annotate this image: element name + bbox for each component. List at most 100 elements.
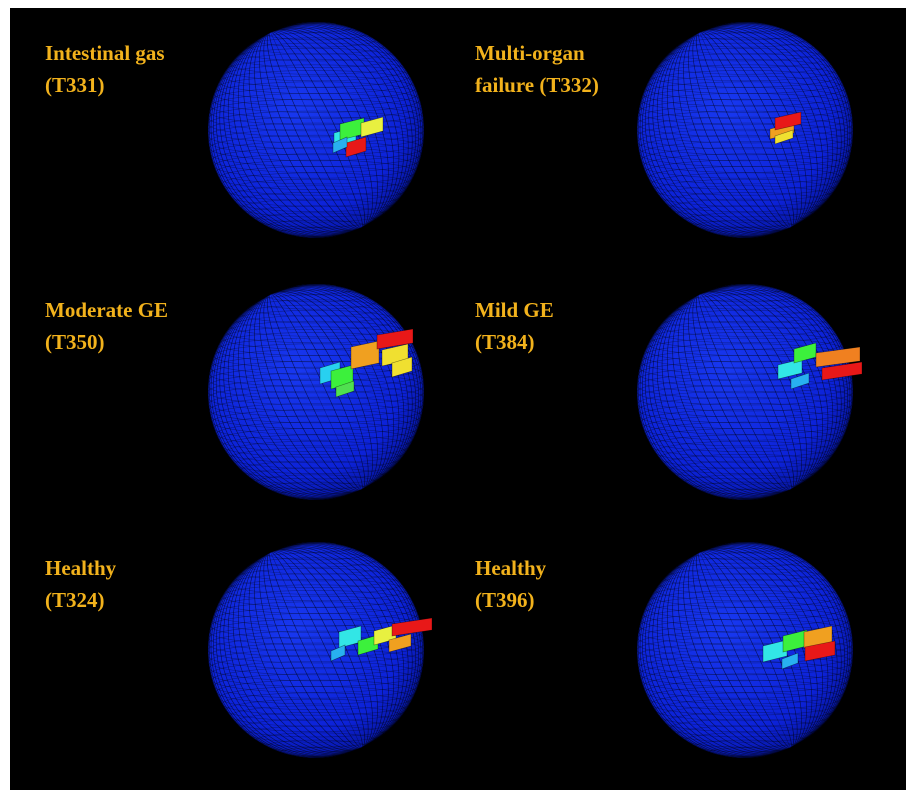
latitude	[208, 384, 424, 412]
meridian	[642, 542, 848, 758]
meridian	[683, 549, 807, 751]
meridian	[639, 542, 851, 758]
latitude	[637, 378, 853, 406]
meridian	[248, 549, 384, 751]
block	[335, 380, 355, 398]
meridian	[692, 551, 798, 749]
meridian	[692, 551, 798, 749]
meridian	[237, 547, 395, 753]
meridian	[243, 28, 389, 232]
latitude	[208, 630, 424, 658]
meridian	[656, 545, 834, 755]
latitude	[208, 110, 424, 138]
meridian	[677, 549, 813, 751]
meridian	[227, 25, 405, 235]
meridian	[638, 22, 852, 238]
latitude	[230, 447, 402, 469]
meridian	[683, 549, 807, 751]
latitude	[213, 343, 419, 369]
meridian	[215, 543, 417, 757]
latitude	[642, 81, 848, 107]
block	[360, 116, 384, 138]
meridian	[213, 542, 419, 758]
meridian	[688, 30, 802, 230]
meridian	[639, 22, 851, 238]
meridian	[248, 29, 384, 231]
meridian	[266, 551, 366, 749]
meridian	[248, 29, 384, 231]
meridian	[243, 28, 389, 232]
meridian	[642, 22, 848, 238]
latitude	[235, 310, 397, 330]
latitude	[235, 454, 397, 474]
meridian	[683, 29, 807, 231]
latitude	[208, 636, 424, 664]
sphere	[637, 284, 853, 500]
meridian	[692, 31, 798, 229]
latitude	[639, 661, 851, 687]
latitude	[639, 93, 851, 119]
meridian	[210, 22, 422, 238]
block	[391, 617, 433, 637]
latitude	[241, 304, 391, 324]
meridian	[638, 22, 852, 238]
meridian	[243, 548, 389, 752]
block	[762, 639, 788, 663]
meridian	[209, 22, 423, 238]
meridian	[648, 24, 842, 236]
meridian	[213, 22, 419, 238]
meridian	[637, 22, 853, 238]
meridian	[638, 542, 852, 758]
latitude	[225, 178, 407, 202]
latitude	[280, 285, 352, 295]
block	[350, 340, 380, 370]
panel-label: Mild GE	[475, 298, 554, 322]
latitude	[642, 673, 848, 699]
latitude	[256, 732, 376, 748]
latitude	[280, 489, 352, 499]
meridian	[648, 544, 842, 756]
latitude	[670, 304, 820, 324]
meridian	[215, 23, 417, 237]
sphere	[637, 542, 853, 758]
meridian	[210, 542, 422, 758]
latitude	[642, 601, 848, 627]
latitude	[230, 573, 402, 595]
panel-label: Healthy	[475, 556, 547, 580]
meridian	[639, 22, 851, 238]
meridian	[213, 22, 419, 238]
meridian	[209, 542, 423, 758]
meridian	[677, 549, 813, 751]
latitude	[637, 116, 853, 144]
latitude	[235, 568, 397, 588]
latitude	[230, 185, 402, 207]
panel-label: failure (T332)	[475, 73, 599, 97]
latitude	[208, 378, 424, 406]
meridian	[227, 25, 405, 235]
meridian	[213, 542, 419, 758]
latitude	[208, 122, 424, 150]
latitude	[266, 547, 366, 561]
meridian	[642, 542, 848, 758]
panel: Healthy (T396)	[475, 542, 853, 758]
meridian	[644, 543, 846, 757]
latitude	[213, 81, 419, 107]
meridian	[677, 29, 813, 231]
latitude	[213, 601, 419, 627]
latitude	[266, 219, 366, 233]
latitude	[241, 42, 391, 62]
block	[376, 328, 414, 350]
meridian	[266, 551, 366, 749]
block	[330, 644, 346, 662]
meridian	[683, 29, 807, 231]
meridian	[648, 544, 842, 756]
latitude	[230, 705, 402, 727]
latitude	[211, 409, 421, 435]
sphere	[208, 284, 424, 500]
latitude	[280, 227, 352, 237]
meridian	[637, 542, 853, 758]
latitude	[235, 192, 397, 212]
block	[388, 633, 412, 653]
block	[357, 634, 379, 656]
